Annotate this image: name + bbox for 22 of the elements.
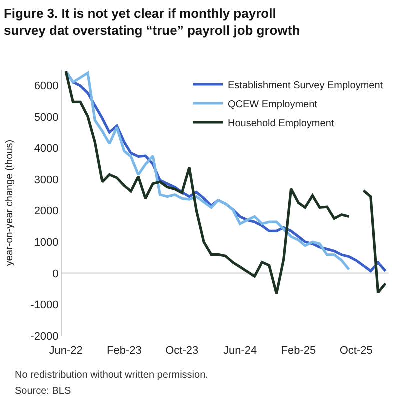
x-tick-label: Feb-25 [281, 345, 316, 357]
x-tick-label: Jun-22 [49, 345, 83, 357]
legend-label: Establishment Survey Employment [228, 80, 384, 92]
x-tick-label: Oct-23 [166, 345, 199, 357]
source-note: Source: BLS [15, 386, 72, 397]
text: No redistribution without written permission. [15, 370, 208, 381]
y-tick-label: 4000 [34, 143, 59, 156]
legend-label: Household Employment [228, 118, 334, 130]
y-tick-label: 6000 [34, 80, 59, 92]
y-tick-label: 1000 [34, 236, 59, 249]
y-tick-label: -2000 [30, 330, 59, 343]
y-tick-label: -1000 [30, 300, 59, 312]
y-tick-label: 3000 [34, 174, 59, 186]
x-tick-label: Jun-24 [223, 345, 258, 357]
y-tick-label: 0 [52, 268, 59, 280]
y-tick-label: 2000 [34, 206, 59, 218]
x-tick-label: Oct-25 [340, 345, 373, 357]
legend-label: QCEW Employment [228, 99, 318, 110]
chart-title: Figure 3. It is not yet clear if monthly payroll survey dat overstating “true” payroll job growth [4, 6, 300, 38]
y-axis-title: year-on-year change (thous) [4, 140, 16, 266]
y-tick-label: 5000 [34, 112, 59, 124]
x-tick-label: Feb-23 [107, 345, 142, 357]
